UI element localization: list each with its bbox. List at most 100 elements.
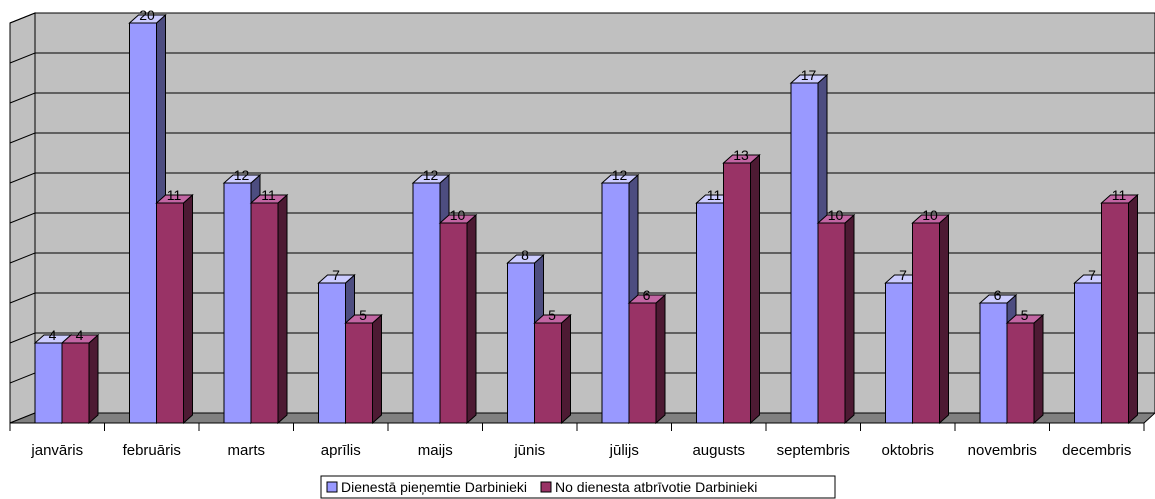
bar-front	[1101, 202, 1129, 424]
data-label: 4	[49, 327, 57, 343]
bar-front	[790, 82, 819, 424]
data-label: 5	[548, 307, 556, 323]
legend-swatch	[326, 481, 338, 493]
bar-side	[372, 313, 382, 425]
data-label: 5	[359, 307, 367, 323]
gridline	[9, 52, 1155, 64]
x-tick-label: augusts	[692, 442, 745, 459]
bar-side	[1128, 193, 1138, 425]
bar-1-2	[249, 193, 289, 425]
x-tick-label: novembris	[968, 442, 1037, 459]
bar-front	[507, 262, 535, 424]
bar-front	[601, 182, 630, 424]
bar-front	[912, 222, 940, 424]
data-label: 7	[1088, 267, 1096, 283]
x-tick-label: septembris	[777, 442, 850, 459]
bar-front	[885, 282, 913, 424]
bar-1-11	[1100, 193, 1139, 425]
x-tick-label: februāris	[123, 442, 181, 459]
bar-front	[534, 322, 562, 424]
x-tick-label: jūnis	[513, 442, 545, 459]
data-label: 12	[234, 167, 250, 183]
gridline	[9, 12, 1155, 24]
bar-1-8	[816, 213, 856, 425]
bar-1-9	[911, 213, 950, 425]
data-label: 11	[261, 187, 276, 203]
bar-1-10	[1005, 313, 1045, 425]
bar-front	[61, 342, 90, 424]
bar-front	[250, 202, 279, 424]
gridline	[9, 132, 1155, 144]
bar-1-3	[344, 313, 383, 425]
legend: Dienestā pieņemtie Darbinieki No dienesta…	[320, 475, 836, 499]
data-label: 12	[612, 167, 628, 183]
gridline	[9, 332, 1155, 344]
data-label: 4	[76, 327, 84, 343]
gridline	[9, 292, 1155, 304]
bar-side	[750, 153, 760, 425]
x-tick-label: marts	[228, 442, 266, 459]
bar-1-7	[722, 153, 761, 425]
bar-front	[1006, 322, 1035, 424]
legend-entry: No dienesta atbrīvotie Darbinieki	[555, 479, 757, 495]
bar-side	[466, 213, 477, 425]
x-tick-label: maijs	[418, 442, 453, 459]
x-tick-label: jūlijs	[609, 442, 639, 459]
data-label: 11	[1112, 187, 1127, 203]
bar-1-0	[60, 333, 100, 425]
gridline	[9, 172, 1155, 184]
bar-1-6	[627, 293, 667, 425]
bar-1-5	[533, 313, 572, 425]
bar-front	[439, 222, 468, 424]
bar-front	[34, 342, 63, 424]
x-tick-labels: janvāris februāris marts aprīlis maijs jūnis j…	[9, 423, 1145, 459]
legend-entry: Dienestā pieņemtie Darbinieki	[341, 479, 527, 495]
bars: 4 4 20 11 12 11 7 5 12 10 8 5 12 6 11 13 17 10 7 10 6 5 7 11	[33, 7, 1139, 425]
data-label: 11	[167, 187, 182, 203]
data-label: 5	[1021, 307, 1029, 323]
data-label: 7	[899, 267, 907, 283]
bar-front	[156, 202, 184, 424]
bar-1-4	[438, 213, 478, 425]
bar-front	[628, 302, 657, 424]
bar-side	[561, 313, 571, 425]
bar-front	[696, 202, 724, 424]
gridline	[9, 92, 1155, 104]
bar-side	[88, 333, 99, 425]
legend-swatch	[540, 481, 552, 493]
bar-side	[939, 213, 949, 425]
data-label: 10	[450, 207, 466, 223]
gridline	[9, 252, 1155, 264]
bar-side	[277, 193, 288, 425]
bar-front	[723, 162, 751, 424]
bar-side	[655, 293, 666, 425]
bar-front	[412, 182, 441, 424]
bar-front	[318, 282, 346, 424]
data-label: 10	[922, 207, 938, 223]
bar-front	[817, 222, 846, 424]
gridline	[9, 212, 1155, 224]
data-label: 6	[994, 287, 1002, 303]
bar-side	[844, 213, 855, 425]
bar-1-1	[155, 193, 194, 425]
gridlines	[9, 12, 1155, 424]
data-label: 8	[521, 247, 529, 263]
bar-front	[1074, 282, 1102, 424]
data-label: 6	[643, 287, 651, 303]
x-tick-label: oktobris	[881, 442, 934, 459]
bar-side	[1033, 313, 1044, 425]
bar-front	[979, 302, 1008, 424]
x-tick-label: aprīlis	[321, 442, 361, 459]
data-label: 12	[423, 167, 439, 183]
data-label: 20	[139, 7, 155, 23]
bar-side	[183, 193, 193, 425]
bar-front	[223, 182, 252, 424]
data-label: 13	[733, 147, 749, 163]
legend-box	[320, 475, 836, 499]
data-label: 11	[707, 187, 722, 203]
x-tick-label: janvāris	[30, 442, 83, 459]
data-label: 7	[332, 267, 340, 283]
bar-front	[345, 322, 373, 424]
data-label: 17	[801, 67, 817, 83]
